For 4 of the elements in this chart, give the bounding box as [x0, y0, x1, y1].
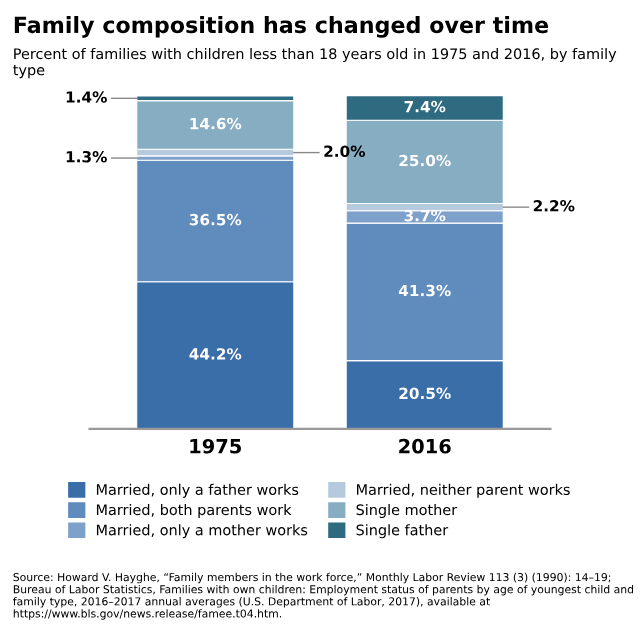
- x-tick-label: 1975: [190, 438, 241, 454]
- chart-title: Family composition has changed over time: [14, 16, 549, 38]
- bar: [136, 100, 295, 150]
- x-tick-label: 2016: [399, 438, 451, 454]
